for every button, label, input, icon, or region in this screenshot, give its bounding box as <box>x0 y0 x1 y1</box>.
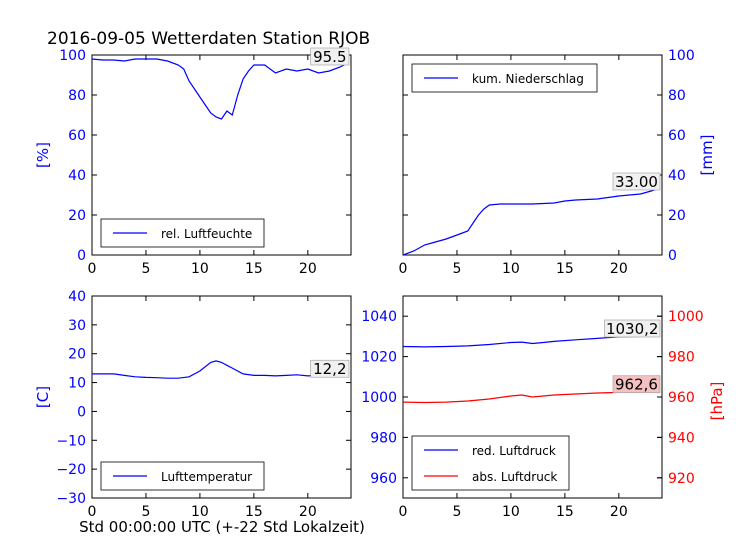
x-tick-label: 20 <box>610 504 628 520</box>
y2-tick-label: 980 <box>668 350 695 366</box>
legend-label: rel. Luftfeuchte <box>161 227 252 241</box>
x-tick-label: 15 <box>245 261 263 277</box>
x-tick-label: 15 <box>556 504 574 520</box>
value-annotation: 95.5 <box>313 48 346 66</box>
y-tick-label: 60 <box>668 128 686 144</box>
y2-tick-label: 960 <box>668 390 695 406</box>
series-line-lufttemperatur <box>92 360 346 379</box>
x-tick-label: 20 <box>299 261 317 277</box>
plot-frame <box>91 295 352 499</box>
x-tick-label: 0 <box>399 261 408 277</box>
x-axis-label: Std 00:00:00 UTC (+-22 Std Lokalzeit) <box>79 518 365 536</box>
y-tick-label: 1000 <box>361 390 397 406</box>
series-line-rel-luftfeuchte <box>92 58 346 120</box>
series-line-abs-luftdruck <box>403 391 657 404</box>
x-tick-label: 20 <box>610 261 628 277</box>
x-tick-label: 5 <box>141 261 150 277</box>
value-annotation: 962,6 <box>615 376 658 394</box>
value-annotation-box <box>604 319 661 338</box>
y-tick-label: 60 <box>68 128 86 144</box>
x-tick-label: 0 <box>399 504 408 520</box>
y2-tick-label: 940 <box>668 430 695 446</box>
legend-label: kum. Niederschlag <box>472 72 584 86</box>
panel-top-right: 0 5 10 15 20 0 20 40 60 80 100 [mm] 33.00 kum. Nieder… <box>399 48 716 277</box>
x-tick-label: 0 <box>88 504 97 520</box>
legend-label: abs. Luftdruck <box>472 470 557 484</box>
y-tick-label: −10 <box>56 433 86 449</box>
y-tick-label: 30 <box>68 318 86 334</box>
y-tick-label: 0 <box>77 248 86 264</box>
figure-title: 2016-09-05 Wetterdaten Station RJOB <box>47 29 370 49</box>
y2-tick-label: 1000 <box>668 309 704 325</box>
panel-bottom-left: 0 5 10 15 20 −30 −20 −10 0 10 20 30 40 [C] 12,2 Lufttem… <box>34 289 352 520</box>
y-tick-label: 100 <box>668 48 695 64</box>
y-tick-label: 1040 <box>361 309 397 325</box>
series-line-red-luftdruck <box>403 335 657 348</box>
plot-frame <box>91 54 352 256</box>
x-tick-label: 5 <box>141 504 150 520</box>
x-tick-label: 10 <box>191 261 209 277</box>
y-tick-label: 1020 <box>361 350 397 366</box>
x-tick-label: 15 <box>245 504 263 520</box>
x-tick-label: 0 <box>88 261 97 277</box>
y2-axis-label: [hPa] <box>708 382 726 421</box>
y-tick-label: 40 <box>68 289 86 305</box>
y-tick-label: 960 <box>370 471 397 487</box>
y-tick-label: 40 <box>68 168 86 184</box>
y-axis-label: [%] <box>34 142 52 168</box>
y-axis-label: [C] <box>34 386 52 408</box>
value-annotation-box <box>612 375 661 394</box>
legend-label: Lufttemperatur <box>161 470 252 484</box>
x-tick-label: 10 <box>502 261 520 277</box>
series-line-kum-niederschlag <box>403 188 657 255</box>
legend-label: red. Luftdruck <box>472 444 556 458</box>
x-tick-label: 10 <box>191 504 209 520</box>
panel-bottom-right: 0 5 10 15 20 960 980 1000 1020 1040 920 940 960 980 10… <box>361 295 726 520</box>
x-tick-label: 15 <box>556 261 574 277</box>
y-tick-label: 10 <box>68 376 86 392</box>
y-tick-label: 20 <box>68 347 86 363</box>
y-tick-label: 100 <box>59 48 86 64</box>
panel-top-left: 0 5 10 15 20 0 20 40 60 80 100 [%] 95.5 rel. Luftfeuc… <box>34 47 352 277</box>
y-axis-label: [mm] <box>698 135 716 176</box>
y-tick-label: 0 <box>77 404 86 420</box>
y-tick-label: 980 <box>370 430 397 446</box>
x-tick-label: 5 <box>452 261 461 277</box>
x-tick-label: 10 <box>502 504 520 520</box>
y-tick-label: 0 <box>668 248 677 264</box>
y2-tick-label: 920 <box>668 471 695 487</box>
value-annotation-box <box>310 47 350 66</box>
value-annotation-box <box>310 359 350 378</box>
y-tick-label: 20 <box>668 208 686 224</box>
value-annotation: 12,2 <box>313 360 346 378</box>
x-tick-label: 5 <box>452 504 461 520</box>
plot-frame <box>402 54 663 256</box>
y-tick-label: 20 <box>68 208 86 224</box>
y-tick-label: 80 <box>68 88 86 104</box>
x-tick-label: 20 <box>299 504 317 520</box>
value-annotation-box <box>612 172 661 191</box>
y-tick-label: 80 <box>668 88 686 104</box>
y-tick-label: −30 <box>56 491 86 507</box>
value-annotation: 1030,2 <box>606 320 659 338</box>
legend-box <box>411 435 570 491</box>
y-tick-label: −20 <box>56 462 86 478</box>
value-annotation: 33.00 <box>615 173 658 191</box>
y-tick-label: 40 <box>668 168 686 184</box>
